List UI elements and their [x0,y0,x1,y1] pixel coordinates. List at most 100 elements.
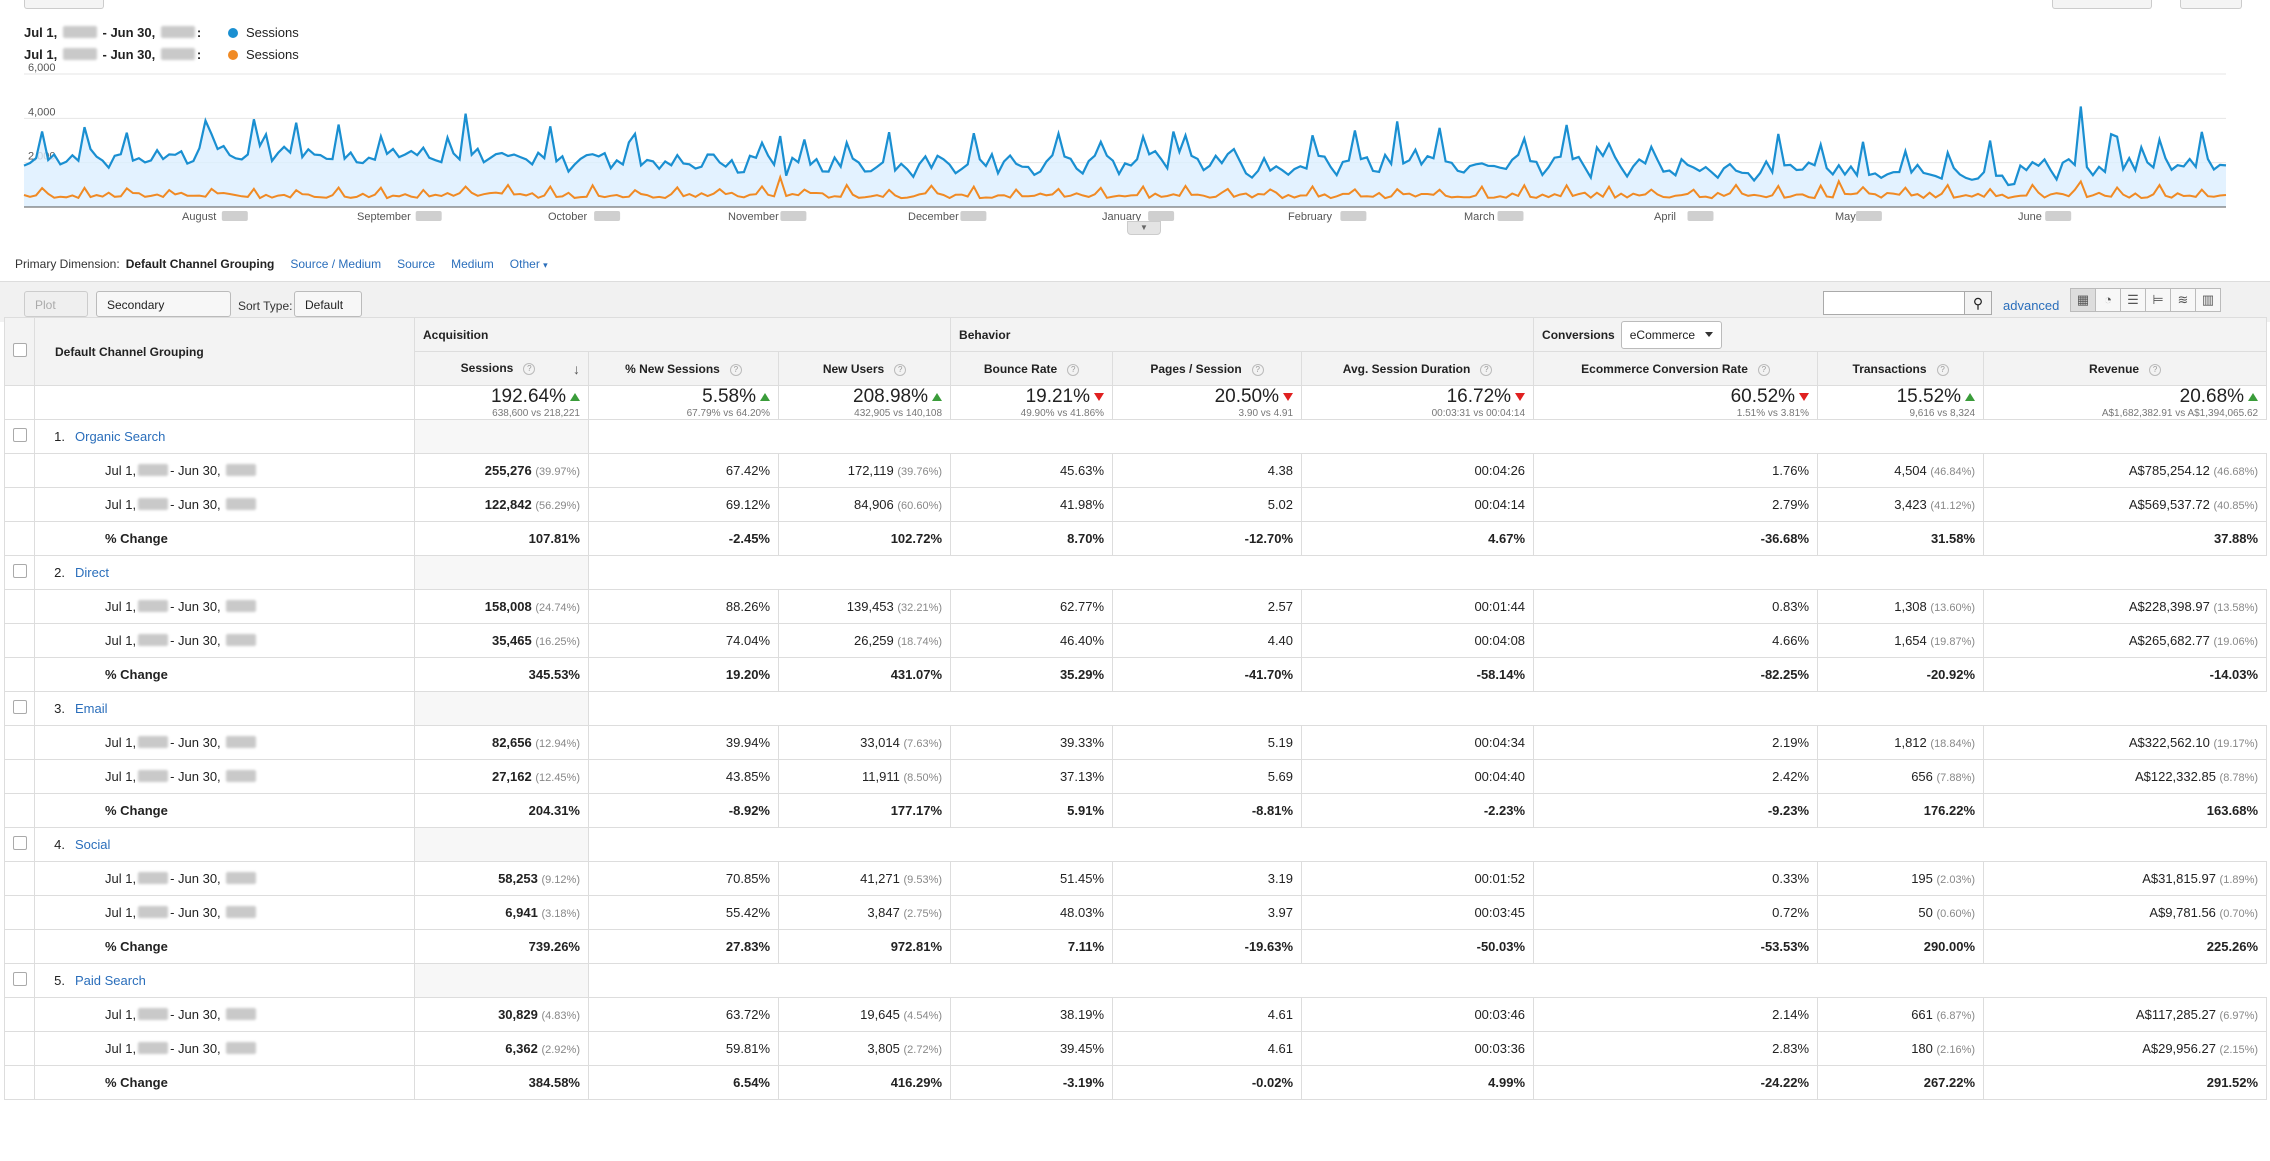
channel-name-cell: 4. Social [34,827,415,862]
summary-change-value: 20.68% [2179,386,2245,407]
row-checkbox-cell[interactable] [4,691,35,726]
date-range-label: Jul 1, - Jun 30, [34,861,415,896]
dimension-source[interactable]: Source [397,257,436,271]
row-checkbox[interactable] [13,564,27,578]
dimension-header[interactable]: Default Channel Grouping [34,317,415,386]
redacted-year [1148,211,1175,221]
conversions-select[interactable]: eCommerce [1620,320,1723,349]
chart-type-buttons[interactable] [2180,0,2242,9]
secondary-dimension-select[interactable]: Secondary dimension [96,291,231,338]
column-header-revenue[interactable]: Revenue? [1983,351,2268,386]
cell-change: 4.67% [1301,521,1535,556]
cell-change: 27.83% [588,929,779,964]
row-checkbox[interactable] [13,428,27,442]
row-checkbox-cell[interactable] [4,963,35,998]
select-all-cell[interactable] [4,317,35,386]
column-header-avg-session-duration[interactable]: Avg. Session Duration? [1301,351,1535,386]
comparison-view-icon[interactable]: ⊨ [2145,288,2171,312]
percentage-view-icon[interactable]: ◔ [2095,288,2121,312]
dimension-medium[interactable]: Medium [451,257,494,271]
chart-collapse-icon[interactable]: ▼ [1127,221,1161,235]
channel-link[interactable]: Direct [75,565,109,580]
primary-dimension-label: Primary Dimension: [15,257,120,271]
help-icon[interactable]: ? [1067,363,1080,376]
cell-new-sessions: 63.72% [588,997,779,1032]
cell-sessions: 6,362 (2.92%) [414,1031,589,1066]
help-icon[interactable]: ? [1936,363,1949,376]
cell-revenue: A$122,332.85 (8.78%) [1983,759,2268,794]
row-checkbox-cell[interactable] [4,555,35,590]
arrow-down-icon [1799,393,1810,401]
row-checkbox-cell[interactable] [4,419,35,454]
help-icon[interactable]: ? [729,363,742,376]
data-view-icon[interactable]: ▦ [2070,288,2096,312]
redacted-year [138,600,169,612]
column-header--new-sessions[interactable]: % New Sessions? [588,351,779,386]
row-checkbox[interactable] [13,700,27,714]
cell-transactions: 180 (2.16%) [1817,1031,1985,1066]
redacted-year [62,48,97,60]
redacted-year [226,498,257,510]
advanced-filter-link[interactable]: advanced [2003,298,2060,313]
row-spacer [4,1031,35,1066]
redacted-year [226,736,257,748]
help-icon[interactable]: ? [523,362,536,375]
pivot-view-icon[interactable]: ▥ [2195,288,2221,312]
help-icon[interactable]: ? [1757,363,1770,376]
dimension-source-medium[interactable]: Source / Medium [290,257,382,271]
row-checkbox[interactable] [13,972,27,986]
date-range-label: Jul 1, - Jun 30, [34,895,415,930]
term-cloud-view-icon[interactable]: ≋ [2170,288,2196,312]
column-header-bounce-rate[interactable]: Bounce Rate? [950,351,1114,386]
cell-revenue: A$31,815.97 (1.89%) [1983,861,2268,896]
channel-link[interactable]: Paid Search [75,973,146,988]
table-search-input[interactable] [1823,291,1971,315]
help-icon[interactable]: ? [2149,363,2162,376]
row-number: 3. [54,701,65,716]
column-header-ecommerce-conversion-rate[interactable]: Ecommerce Conversion Rate? [1533,351,1819,386]
channel-link[interactable]: Email [75,701,108,716]
row-spacer [4,997,35,1032]
sort-descending-icon[interactable]: ↓ [573,360,580,377]
cell-conversion-rate: 1.76% [1533,453,1819,488]
column-header-sessions[interactable]: Sessions? ↓ [414,351,589,386]
redacted-year [221,211,248,221]
column-header-new-users[interactable]: New Users? [777,351,952,386]
cell-change: 972.81% [777,929,952,964]
x-tick-label: November [728,211,779,223]
dimension-other[interactable]: Other ▾ [509,257,548,271]
sort-type-select[interactable]: Default [294,291,362,333]
redacted-year [594,211,621,221]
search-icon[interactable]: ⚲ [1964,291,1992,315]
channel-link[interactable]: Organic Search [75,429,166,444]
cell-new-users: 3,805 (2.72%) [777,1031,952,1066]
row-checkbox[interactable] [13,836,27,850]
cell-new-users: 41,271 (9.53%) [777,861,952,896]
percent-change-row: % Change 345.53% 19.20% 431.07% 35.29% -41.70… [4,657,2268,692]
redacted-year [62,26,97,38]
summary-compare: 9,616 vs 8,324 [1909,408,1976,419]
cell-change: 225.26% [1983,929,2268,964]
plot-rows-button[interactable]: Plot Rows [24,291,88,338]
channel-empty-cell [587,963,2267,998]
chart-interval-buttons[interactable] [2052,0,2152,9]
help-icon[interactable]: ? [894,363,907,376]
select-all-checkbox[interactable] [13,343,27,357]
help-icon[interactable]: ? [1480,363,1493,376]
chart-tab-stub[interactable] [24,0,104,9]
row-number: 5. [54,973,65,988]
cell-transactions: 1,308 (13.60%) [1817,589,1985,624]
column-header-transactions[interactable]: Transactions? [1817,351,1985,386]
row-checkbox-cell[interactable] [4,827,35,862]
x-tick-label: March [1464,211,1495,223]
cell-pages-session: 4.40 [1112,623,1303,658]
channel-link[interactable]: Social [75,837,111,852]
cell-pages-session: 5.19 [1112,725,1303,760]
column-header-pages-session[interactable]: Pages / Session? [1112,351,1303,386]
date-range-row: Jul 1, - Jun 30, 6,362 (2.92%) 59.81% 3,805… [4,1031,2268,1066]
help-icon[interactable]: ? [1251,363,1264,376]
cell-conversion-rate: 2.83% [1533,1031,1819,1066]
performance-view-icon[interactable]: ☰ [2120,288,2146,312]
row-number: 4. [54,837,65,852]
